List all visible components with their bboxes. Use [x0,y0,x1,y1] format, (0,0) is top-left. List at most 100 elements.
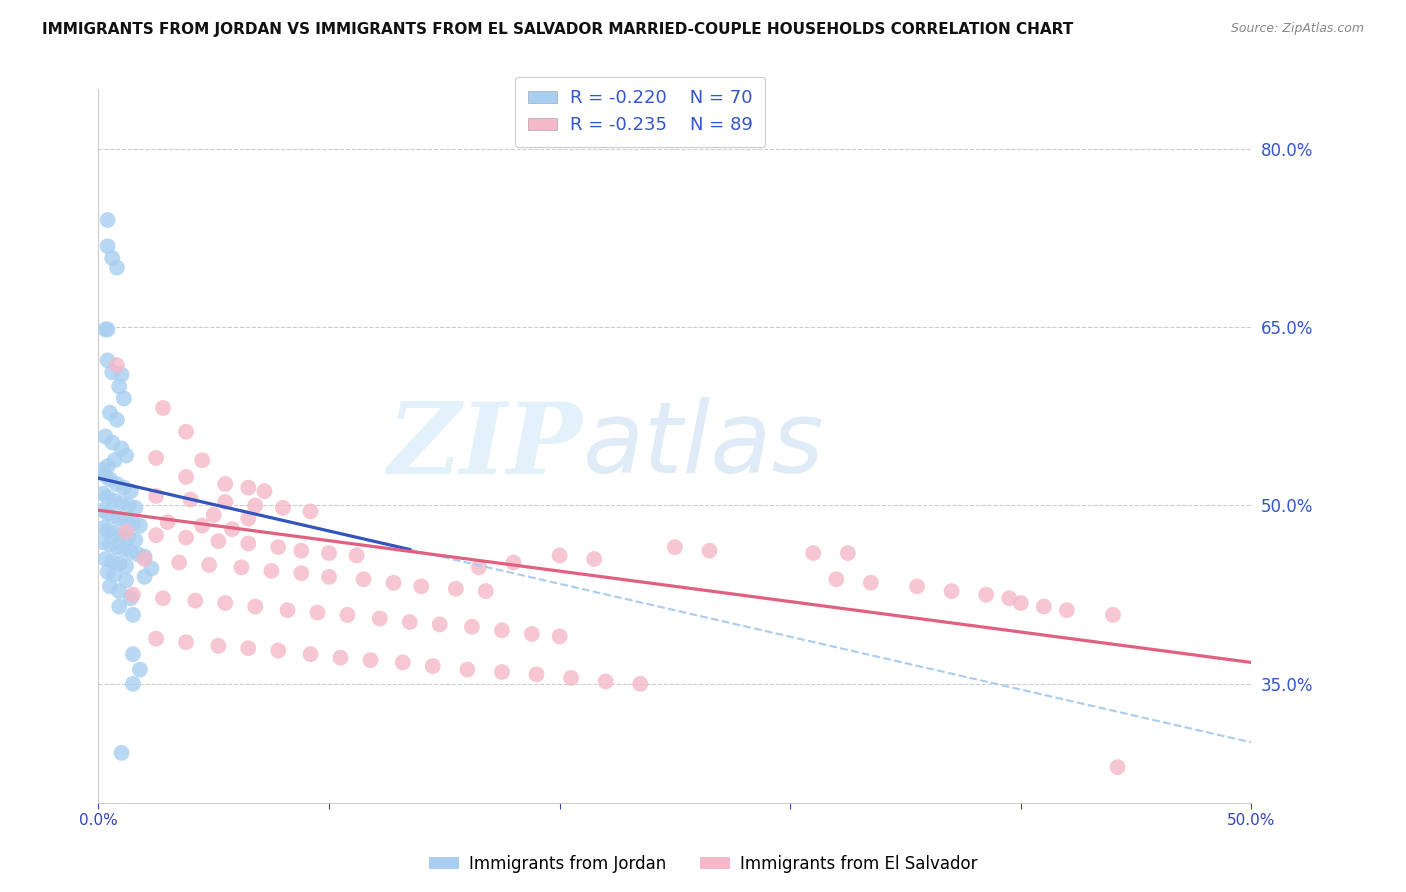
Point [267,540,290,554]
Point [191,453,214,467]
Point [108,379,131,393]
Point [91,521,114,535]
Point [456,663,478,677]
Point [207,534,229,549]
Point [145,489,167,503]
Point [145,450,167,465]
Point [101,365,124,379]
Point [520,627,543,641]
Point [134,552,156,566]
Point [184,593,207,607]
Point [108,557,131,571]
Text: ZIP: ZIP [388,398,582,494]
Point [837,546,859,560]
Point [156,515,179,529]
Point [117,499,139,513]
Text: atlas: atlas [582,398,824,494]
Point [180,492,202,507]
Point [368,611,391,625]
Point [299,504,322,518]
Point [122,516,145,531]
Point [134,549,156,564]
Point [94,429,117,443]
Point [1010,596,1032,610]
Point [108,599,131,614]
Point [1107,760,1129,774]
Point [548,629,571,643]
Point [91,463,114,477]
Point [122,647,145,661]
Point [664,540,686,554]
Point [260,564,283,578]
Point [214,477,236,491]
Point [129,518,152,533]
Point [117,531,139,545]
Point [152,591,174,606]
Point [1032,599,1054,614]
Point [548,549,571,563]
Point [152,401,174,415]
Point [307,606,329,620]
Point [145,632,167,646]
Point [859,575,882,590]
Point [94,322,117,336]
Point [110,528,132,542]
Point [98,406,121,420]
Point [825,572,848,586]
Point [103,567,125,582]
Point [97,213,120,227]
Point [353,572,375,586]
Point [110,368,132,382]
Point [124,500,146,515]
Point [120,545,142,559]
Point [134,570,156,584]
Point [238,481,260,495]
Point [583,552,606,566]
Point [276,603,298,617]
Point [105,540,128,554]
Point [429,617,451,632]
Point [475,584,498,599]
Point [174,425,197,439]
Point [231,560,253,574]
Point [360,653,382,667]
Point [174,531,197,545]
Point [112,542,135,557]
Point [108,511,131,525]
Point [97,507,120,521]
Point [468,560,491,574]
Point [122,607,145,622]
Point [105,358,128,372]
Point [97,524,120,538]
Point [97,239,120,253]
Point [115,524,138,539]
Point [398,615,420,629]
Point [329,650,352,665]
Text: Source: ZipAtlas.com: Source: ZipAtlas.com [1230,22,1364,36]
Point [191,518,214,533]
Point [1056,603,1078,617]
Point [129,663,152,677]
Point [595,674,617,689]
Point [444,582,467,596]
Point [105,413,128,427]
Point [214,596,236,610]
Point [207,639,229,653]
Point [167,556,190,570]
Point [115,514,138,528]
Point [97,353,120,368]
Point [318,546,340,560]
Point [108,584,131,599]
Point [97,459,120,474]
Point [101,435,124,450]
Point [905,579,928,593]
Point [202,508,225,522]
Point [98,472,121,486]
Point [267,643,290,657]
Point [91,503,114,517]
Point [110,746,132,760]
Point [112,481,135,495]
Point [110,442,132,456]
Point [91,535,114,549]
Point [141,561,163,575]
